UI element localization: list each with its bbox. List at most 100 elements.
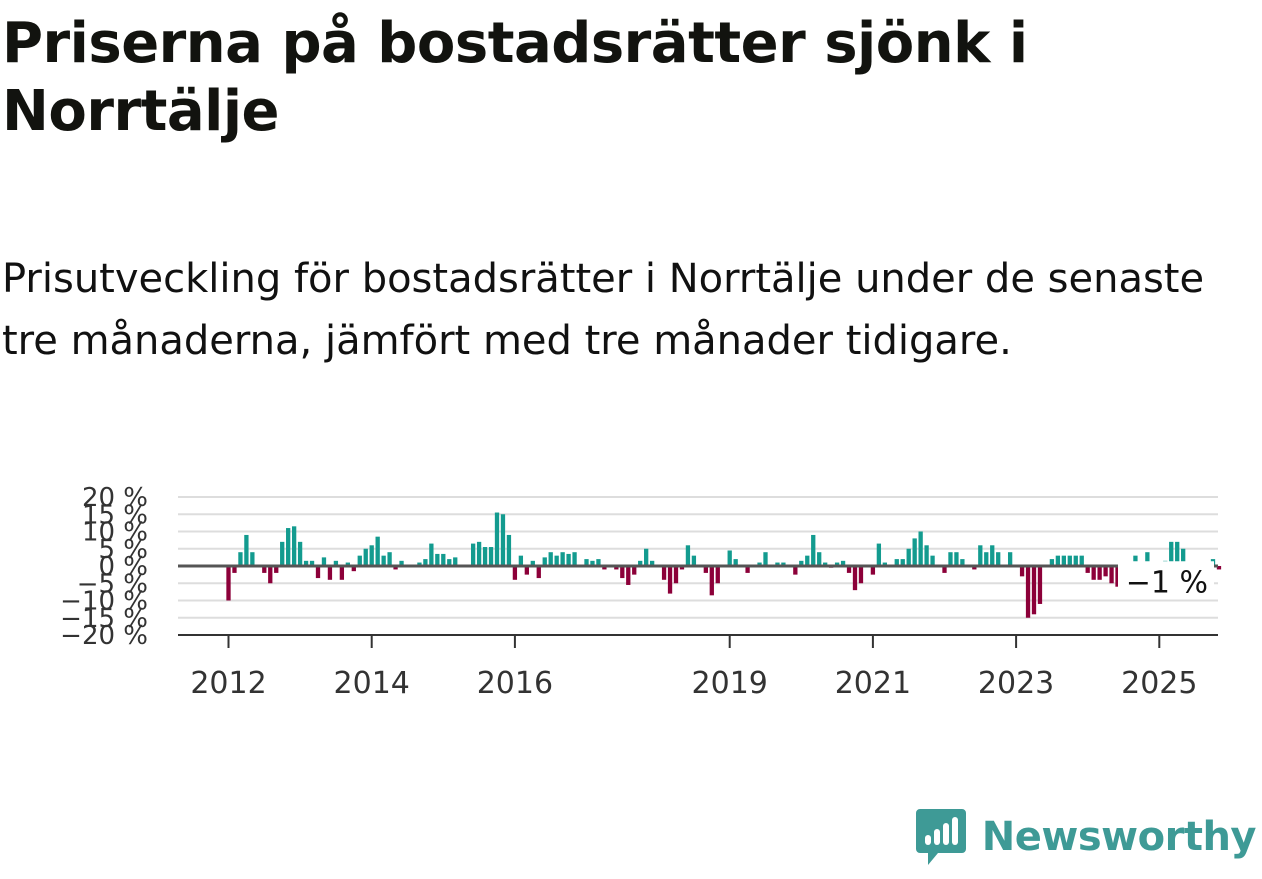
chart-subtitle: Prisutveckling för bostadsrätter i Norrt… (2, 256, 1205, 364)
bar (626, 566, 631, 585)
bar (542, 557, 547, 567)
bar (1133, 555, 1138, 566)
bar (274, 566, 279, 573)
bar (327, 566, 333, 580)
bar (590, 560, 595, 566)
bar (297, 541, 303, 566)
bar (572, 552, 577, 566)
bar (512, 566, 518, 580)
bar (1169, 541, 1174, 566)
bar (560, 552, 565, 566)
bar (709, 566, 714, 596)
bar (876, 543, 882, 566)
bar (309, 560, 315, 566)
bar (817, 552, 822, 566)
bar (447, 559, 452, 566)
y-tick-label: 15 % (82, 500, 148, 530)
brand: Newsworthy (915, 807, 1257, 867)
bar (1079, 555, 1084, 566)
bar (1115, 566, 1120, 587)
bar (1175, 541, 1180, 566)
bar (375, 536, 380, 566)
bar (1145, 552, 1150, 566)
bar (232, 566, 237, 573)
bar (470, 543, 476, 566)
bar (524, 566, 529, 575)
bar (423, 559, 428, 566)
bar (715, 566, 720, 584)
bar (858, 566, 864, 584)
bar (638, 560, 643, 566)
bar (435, 553, 440, 566)
bar (972, 566, 977, 570)
bar (805, 555, 810, 566)
bar (823, 562, 828, 566)
annotation-bg (1118, 561, 1214, 600)
bar (799, 560, 804, 566)
bar (286, 528, 291, 566)
bar (990, 545, 995, 566)
bar (930, 555, 935, 566)
bar (1073, 555, 1078, 566)
x-tick-label: 2019 (692, 666, 768, 700)
x-tick-label: 2021 (835, 666, 911, 700)
x-tick-label: 2012 (190, 666, 266, 700)
newsworthy-logo-icon (915, 809, 966, 865)
y-tick-label: 5 % (98, 535, 148, 565)
bar (918, 531, 923, 566)
bar (685, 545, 691, 566)
bar (924, 545, 929, 566)
bar (978, 545, 983, 566)
bar (661, 566, 667, 580)
bar (882, 562, 887, 566)
bar (954, 552, 959, 566)
bar (1061, 555, 1066, 566)
bar (518, 555, 524, 566)
y-tick-label: −10 % (60, 587, 148, 617)
y-tick-label: 0 % (98, 552, 148, 582)
bar (1103, 566, 1108, 577)
bar (1025, 566, 1031, 618)
bar (996, 552, 1001, 566)
bar (262, 566, 267, 573)
bar (632, 566, 637, 575)
bar (775, 562, 780, 566)
bar (649, 560, 655, 566)
bar (500, 514, 506, 566)
bar (900, 559, 905, 566)
bar (703, 566, 708, 573)
bar (1097, 566, 1102, 580)
bar (1091, 566, 1096, 580)
y-tick-label: −15 % (60, 604, 148, 634)
bar (870, 566, 876, 575)
chart-title: Priserna på bostadsrätter sjönk i Norrtä… (2, 11, 1028, 144)
y-tick-label: 20 % (82, 483, 148, 513)
bar (673, 566, 679, 584)
bar (393, 566, 398, 570)
bar (948, 552, 953, 566)
bar (494, 512, 500, 566)
bar (399, 560, 404, 566)
bar (834, 562, 840, 566)
bar (852, 566, 858, 591)
bar (745, 566, 750, 573)
bar (339, 566, 345, 580)
bar (763, 552, 768, 566)
x-axis-ticks: 2012 2014 2016 2019 2021 2023 2025 (190, 635, 1197, 700)
bar (679, 566, 685, 570)
bar (244, 534, 249, 566)
bar-chart: 20 %15 %10 %5 %0 %−5 %−10 %−15 %−20 % 20… (60, 483, 1222, 700)
bar (381, 555, 386, 566)
bar (482, 547, 488, 566)
bar (1031, 566, 1037, 615)
x-tick-label: 2014 (334, 666, 410, 700)
bar (846, 566, 852, 573)
bar (614, 566, 619, 570)
bar (530, 560, 535, 566)
bar (584, 559, 589, 566)
bar (417, 562, 422, 566)
bar (757, 562, 762, 566)
bar (488, 547, 494, 566)
bar (1037, 566, 1043, 604)
bar (238, 552, 243, 566)
